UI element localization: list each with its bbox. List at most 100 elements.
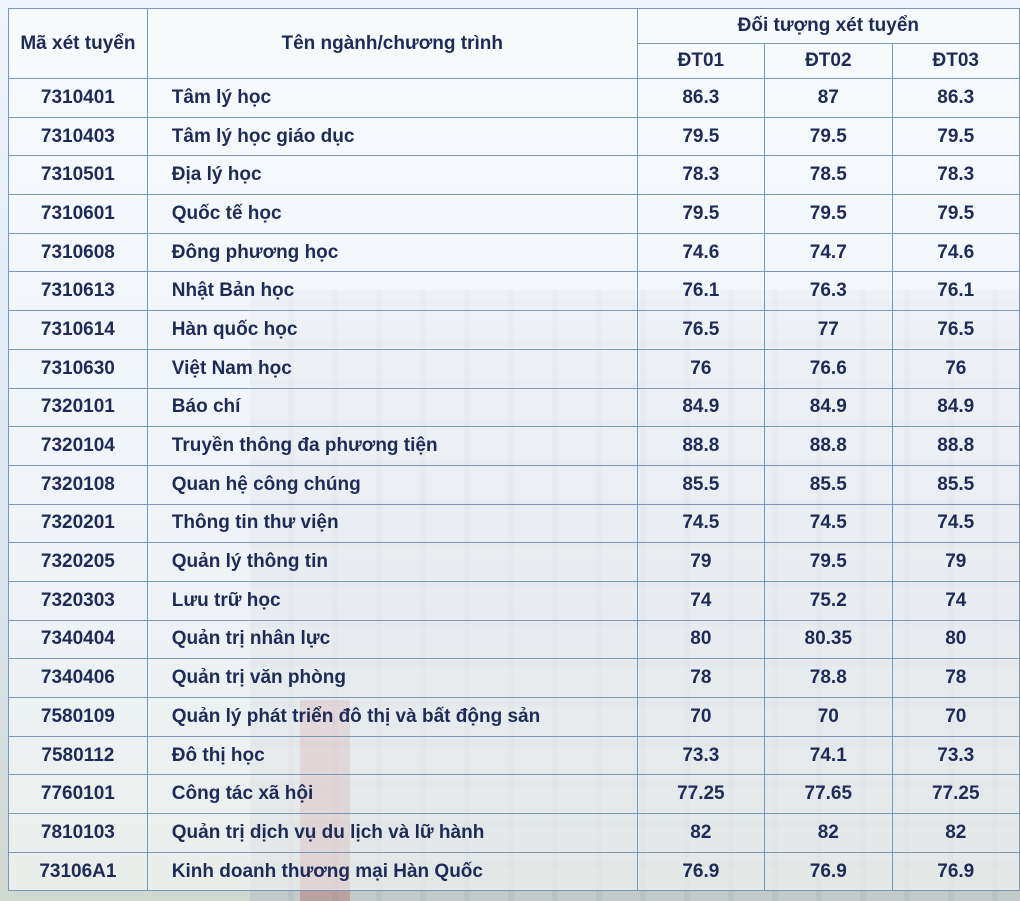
cell-score-dt01: 76.9 [636,851,766,892]
table-row: 7810103 Quản trị dịch vụ du lịch và lữ hà… [8,813,1020,853]
cell-score-dt03: 76 [891,348,1020,389]
cell-program-name: Công tác xã hội [146,774,638,815]
cell-program-code: 7310401 [8,78,148,118]
cell-score-dt01: 77.25 [636,774,766,815]
table-row: 7310608 Đông phương học 74.6 74.7 74.6 [8,232,1020,273]
cell-score-dt02: 76.9 [764,851,893,892]
cell-score-dt02: 88.8 [764,426,893,466]
cell-score-dt02: 84.9 [764,387,893,428]
cell-program-name: Quản trị nhân lực [146,619,638,660]
cell-score-dt03: 77.25 [891,774,1020,815]
cell-program-code: 7320303 [8,580,148,621]
table-row: 7340406 Quản trị văn phòng 78 78.8 78 [8,658,1020,698]
cell-program-code: 73106A1 [8,851,148,892]
cell-program-name: Kinh doanh thương mại Hàn Quốc [146,851,638,892]
cell-score-dt02: 75.2 [764,580,893,621]
cell-score-dt03: 88.8 [891,426,1020,466]
cell-score-dt03: 70 [891,697,1020,737]
cell-program-code: 7320205 [8,542,148,582]
cell-score-dt02: 85.5 [764,464,893,505]
cell-score-dt03: 85.5 [891,464,1020,505]
cell-program-name: Đông phương học [146,232,638,273]
cell-score-dt02: 79.5 [764,194,893,234]
cell-score-dt02: 76.3 [764,271,893,312]
table-row: 7760101 Công tác xã hội 77.25 77.65 77.25 [8,774,1020,815]
table-row: 7310614 Hàn quốc học 76.5 77 76.5 [8,310,1020,350]
cell-program-name: Quản lý thông tin [146,542,638,582]
cell-score-dt02: 70 [764,697,893,737]
cell-program-name: Truyền thông đa phương tiện [146,426,638,466]
cell-score-dt01: 86.3 [636,78,766,118]
cell-score-dt01: 74 [636,580,766,621]
table-row: 7320201 Thông tin thư viện 74.5 74.5 74.5 [8,503,1020,544]
cell-program-name: Báo chí [146,387,638,428]
table-body: 7310401 Tâm lý học 86.3 87 86.3 7310403 Tâm lý… [8,78,1020,892]
cell-program-code: 7760101 [8,774,148,815]
cell-program-name: Tâm lý học giáo dục [146,116,638,157]
cell-score-dt01: 78 [636,658,766,698]
cell-score-dt02: 87 [764,78,893,118]
cell-score-dt01: 70 [636,697,766,737]
cell-score-dt02: 74.7 [764,232,893,273]
cell-score-dt03: 84.9 [891,387,1020,428]
header-admission-group: Đối tượng xét tuyển [636,8,1020,44]
cell-score-dt03: 79.5 [891,116,1020,157]
cell-score-dt01: 76 [636,348,766,389]
admission-score-table: Mã xét tuyển Tên ngành/chương trình Đối … [8,8,1020,892]
cell-score-dt01: 84.9 [636,387,766,428]
table-row: 7320101 Báo chí 84.9 84.9 84.9 [8,387,1020,428]
cell-score-dt03: 78.3 [891,155,1020,196]
cell-score-dt02: 76.6 [764,348,893,389]
cell-score-dt01: 80 [636,619,766,660]
cell-program-code: 7310608 [8,232,148,273]
cell-program-code: 7310501 [8,155,148,196]
cell-score-dt02: 79.5 [764,542,893,582]
cell-score-dt02: 82 [764,813,893,853]
cell-score-dt01: 74.6 [636,232,766,273]
cell-score-dt02: 74.1 [764,735,893,776]
table-row: 7310401 Tâm lý học 86.3 87 86.3 [8,78,1020,118]
table-row: 7310501 Địa lý học 78.3 78.5 78.3 [8,155,1020,196]
cell-program-code: 7320108 [8,464,148,505]
cell-program-name: Quốc tế học [146,194,638,234]
table-row: 7580109 Quản lý phát triển đô thị và bất … [8,697,1020,737]
cell-score-dt02: 77 [764,310,893,350]
cell-score-dt02: 77.65 [764,774,893,815]
cell-program-name: Địa lý học [146,155,638,196]
cell-score-dt01: 79.5 [636,194,766,234]
table-row: 7320108 Quan hệ công chúng 85.5 85.5 85.5 [8,464,1020,505]
cell-score-dt01: 78.3 [636,155,766,196]
table-row: 7310630 Việt Nam học 76 76.6 76 [8,348,1020,389]
cell-score-dt01: 82 [636,813,766,853]
cell-program-name: Quản trị văn phòng [146,658,638,698]
header-program-name: Tên ngành/chương trình [146,8,638,79]
cell-program-name: Tâm lý học [146,78,638,118]
cell-program-code: 7310403 [8,116,148,157]
cell-program-name: Thông tin thư viện [146,503,638,544]
table-row: 7340404 Quản trị nhân lực 80 80.35 80 [8,619,1020,660]
cell-score-dt02: 78.5 [764,155,893,196]
cell-program-name: Việt Nam học [146,348,638,389]
table-row: 7310613 Nhật Bản học 76.1 76.3 76.1 [8,271,1020,312]
cell-program-code: 7810103 [8,813,148,853]
cell-score-dt01: 85.5 [636,464,766,505]
cell-score-dt01: 74.5 [636,503,766,544]
cell-score-dt03: 82 [891,813,1020,853]
admission-score-table-container: Mã xét tuyển Tên ngành/chương trình Đối … [8,8,1020,892]
cell-score-dt03: 76.9 [891,851,1020,892]
cell-program-code: 7310613 [8,271,148,312]
cell-program-code: 7310630 [8,348,148,389]
cell-program-code: 7580112 [8,735,148,776]
cell-score-dt03: 79 [891,542,1020,582]
cell-score-dt01: 88.8 [636,426,766,466]
cell-program-code: 7310614 [8,310,148,350]
cell-program-name: Nhật Bản học [146,271,638,312]
cell-program-name: Đô thị học [146,735,638,776]
header-dt01: ĐT01 [636,43,766,79]
cell-score-dt02: 80.35 [764,619,893,660]
cell-program-code: 7320104 [8,426,148,466]
cell-score-dt03: 74 [891,580,1020,621]
header-code: Mã xét tuyển [8,8,148,79]
table-row: 7580112 Đô thị học 73.3 74.1 73.3 [8,735,1020,776]
table-row: 7320205 Quản lý thông tin 79 79.5 79 [8,542,1020,582]
